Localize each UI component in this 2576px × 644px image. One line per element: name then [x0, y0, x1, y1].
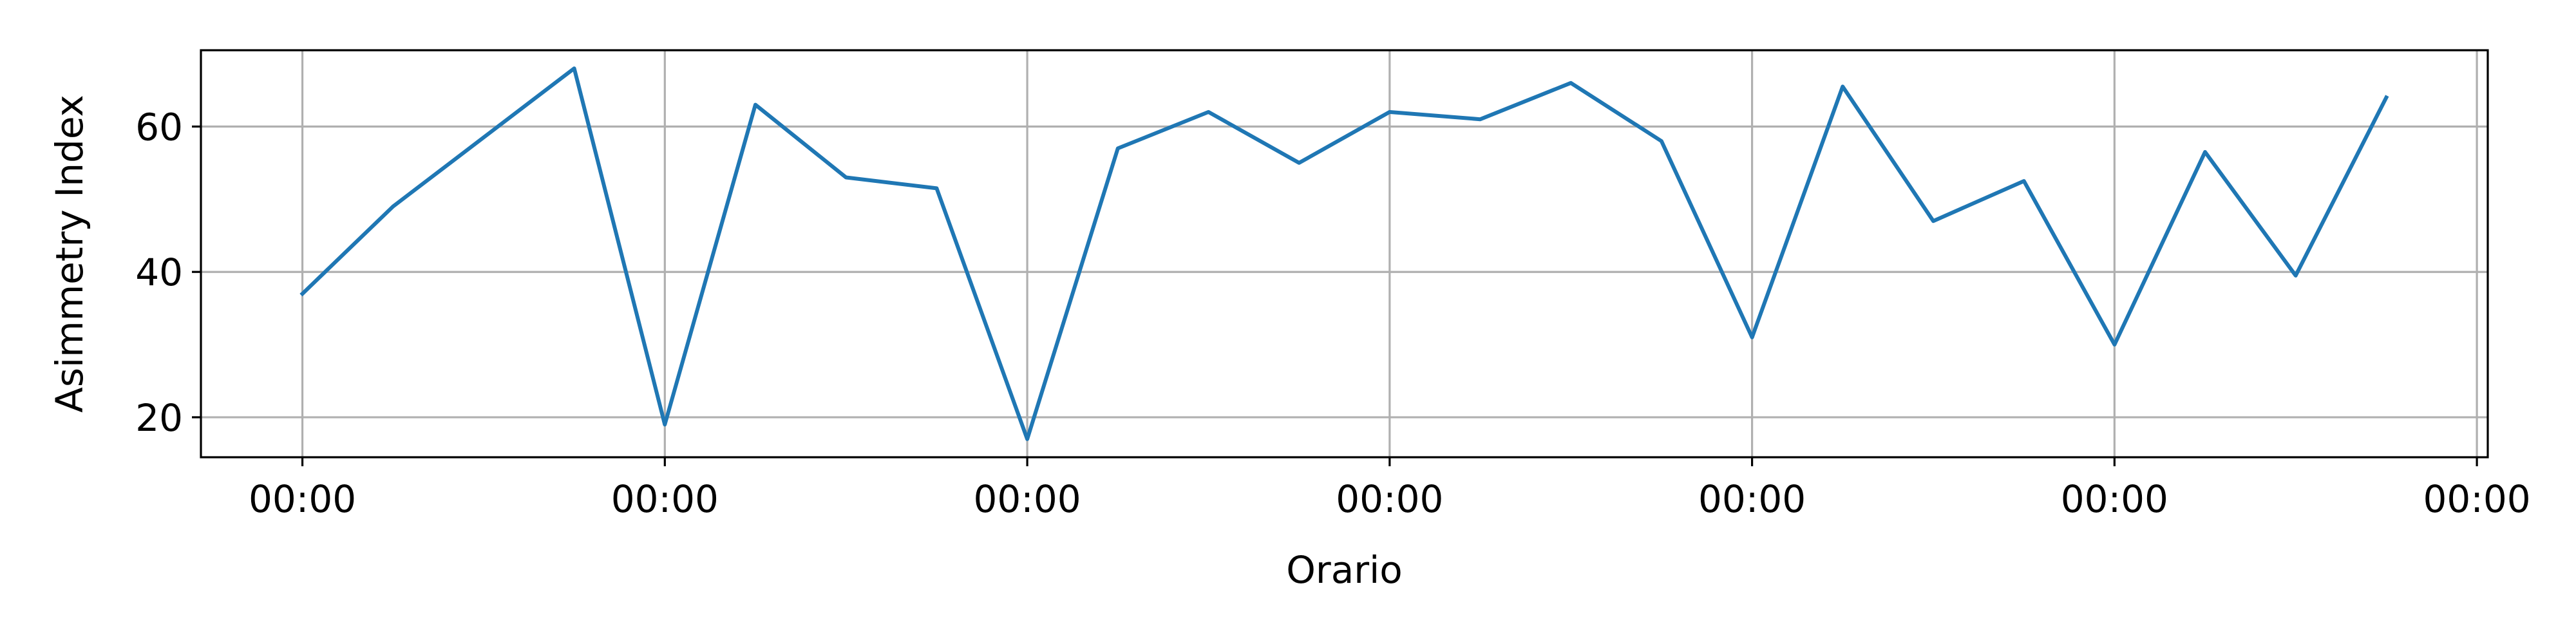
grid-lines	[201, 50, 2488, 457]
x-tick-label: 00:00	[611, 477, 719, 521]
x-tick-label: 00:00	[2423, 477, 2531, 521]
x-tick-label: 00:00	[2061, 477, 2168, 521]
x-axis-label: Orario	[1286, 548, 1403, 592]
y-tick-label: 20	[135, 396, 183, 440]
x-tick-label: 00:00	[1336, 477, 1443, 521]
y-tick-label: 40	[135, 251, 183, 294]
y-axis-label: Asimmetry Index	[48, 95, 91, 413]
plot-frame	[200, 49, 2489, 459]
x-tick-label: 00:00	[974, 477, 1081, 521]
y-tick-label: 60	[135, 106, 183, 149]
x-tick-label: 00:00	[249, 477, 356, 521]
series-line	[299, 66, 2389, 441]
axis-ticks: 00:00 00:00 00:00 00:00 00:00 00:00 00:00 20 40 6…	[135, 106, 2531, 522]
x-tick-label: 00:00	[1698, 477, 1806, 521]
